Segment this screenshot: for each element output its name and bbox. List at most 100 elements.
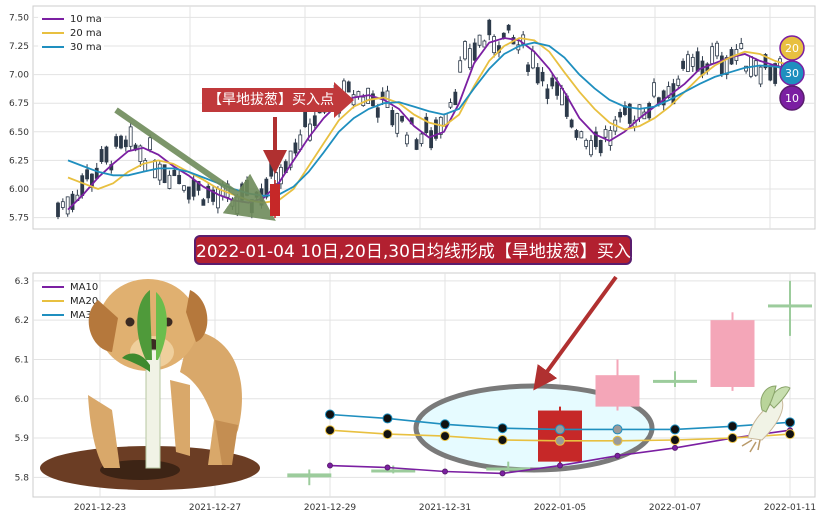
- bottom-x-tick-3: 2021-12-31: [419, 503, 471, 513]
- bottom-point-MA20-3: [497, 435, 508, 446]
- bottom-point-MA30-4: [555, 424, 565, 435]
- top-series-10-ma: [67, 37, 791, 211]
- bottom-point-MA30-1: [382, 413, 393, 424]
- top-candle-body: [467, 48, 472, 69]
- legend-label-10ma: 10 ma: [70, 14, 102, 25]
- bottom-candle-1: [371, 469, 416, 473]
- dog-front-leg-left: [88, 395, 120, 468]
- bottom-point-MA10-4: [557, 462, 563, 469]
- banner-arrow: [533, 275, 618, 391]
- top-candle-body: [128, 126, 133, 147]
- top-candle-body: [458, 60, 463, 73]
- dog-front-leg-right: [170, 380, 190, 456]
- leek-leaf-1: [137, 290, 152, 360]
- top-candle-body: [235, 196, 240, 214]
- bottom-point-MA30-3: [497, 423, 508, 434]
- top-candle-body: [143, 160, 148, 172]
- top-candle-body: [269, 162, 274, 177]
- dog-ear-right: [186, 290, 208, 342]
- badge-10-label: 10: [785, 92, 799, 105]
- leek-illustration-small: [741, 385, 791, 453]
- downtrend-arrow: [114, 107, 276, 221]
- dog-illustration: [40, 279, 260, 490]
- bottom-candle-6: [710, 320, 755, 387]
- top-candle-body: [448, 102, 453, 108]
- bottom-candle-5: [653, 379, 697, 383]
- badge-10: [779, 85, 805, 111]
- top-candle-body: [206, 185, 211, 199]
- top-candle-body: [211, 189, 215, 202]
- bottom-x-tick-4: 2022-01-05: [534, 503, 586, 513]
- top-candle-body: [114, 136, 119, 147]
- bottom-candle-7: [768, 304, 812, 308]
- top-y-tick-2: 6.25: [9, 156, 29, 166]
- bottom-candle-2: [486, 467, 531, 471]
- top-candle-body: [375, 107, 380, 118]
- dog-hind-leg: [215, 420, 238, 465]
- top-plot-frame: [32, 5, 816, 230]
- bottom-point-MA30-7: [727, 421, 738, 432]
- top-candle-body: [65, 196, 70, 215]
- bottom-point-MA10-3: [499, 470, 506, 477]
- bottom-y-tick-2: 6.0: [15, 395, 30, 405]
- bottom-candle-0: [287, 473, 332, 478]
- signal-banner: 2022-01-04 10日,20日,30日均线形成【旱地拔葱】买入点: [194, 235, 648, 265]
- top-candle-body: [530, 50, 535, 69]
- top-y-tick-labels: 5.75 6.00 6.25 6.50 6.75 7.00 7.25 7.50: [9, 13, 29, 223]
- top-candle-body: [724, 57, 729, 75]
- top-candle-body: [123, 139, 128, 148]
- top-candle-body: [308, 123, 312, 141]
- top-candle-body: [492, 36, 497, 54]
- top-candle-body: [104, 146, 109, 163]
- buy-point-callout-tip: [334, 82, 354, 118]
- top-candle-body: [477, 34, 482, 46]
- top-candle-body: [424, 116, 429, 133]
- bottom-point-MA30-2: [440, 419, 450, 430]
- top-candle-body: [196, 181, 201, 191]
- top-y-tick-1: 6.00: [9, 185, 29, 195]
- bottom-point-MA10-0: [327, 462, 333, 469]
- top-candle-body: [487, 19, 492, 36]
- top-y-tick-6: 7.25: [9, 42, 29, 52]
- top-candle-body: [148, 137, 152, 151]
- bottom-y-tick-4: 6.2: [15, 316, 29, 326]
- top-candle-body: [676, 78, 681, 86]
- top-candle-body: [167, 174, 172, 189]
- top-candle-body: [526, 64, 530, 72]
- badge-20-label: 20: [785, 42, 799, 55]
- top-candle-body: [584, 139, 589, 147]
- top-candle-body: [172, 169, 177, 177]
- top-candle-body: [550, 77, 555, 87]
- top-series-30-ma: [67, 41, 791, 197]
- legend-label-30ma: 30 ma: [70, 42, 102, 53]
- bottom-x-tick-6: 2022-01-11: [764, 503, 816, 513]
- top-candle-body: [593, 131, 598, 148]
- bottom-legend: MA10 MA20 MA30: [42, 282, 98, 321]
- top-candle-body: [99, 149, 104, 162]
- top-ma-lines: [67, 37, 791, 211]
- top-candle-body: [627, 103, 632, 124]
- bottom-y-tick-5: 6.3: [15, 277, 29, 287]
- top-candle-body: [710, 46, 715, 64]
- top-candle-body: [690, 57, 695, 67]
- bottom-y-tick-0: 5.8: [15, 473, 30, 483]
- bottom-y-tick-labels: 5.8 5.9 6.0 6.1 6.2 6.3: [15, 277, 30, 483]
- top-candle-body: [506, 24, 511, 31]
- top-candle-body: [719, 55, 724, 75]
- bottom-candle-4: [595, 375, 640, 407]
- top-candle-body: [579, 131, 584, 139]
- top-candle-body: [739, 43, 744, 50]
- bottom-y-tick-1: 5.9: [15, 434, 30, 444]
- top-candle-body: [191, 179, 196, 197]
- bottom-point-MA10-2: [442, 468, 448, 475]
- top-candle-body: [70, 193, 75, 210]
- bottom-point-MA20-2: [440, 431, 450, 442]
- top-candle-body: [186, 186, 191, 200]
- leek-small-leaf-2: [760, 385, 777, 413]
- top-candle-body: [390, 110, 395, 126]
- dog-ear-left: [88, 300, 118, 352]
- top-candle-body: [758, 66, 763, 85]
- top-candle-body: [695, 51, 700, 72]
- bottom-ma-lines: [325, 409, 795, 477]
